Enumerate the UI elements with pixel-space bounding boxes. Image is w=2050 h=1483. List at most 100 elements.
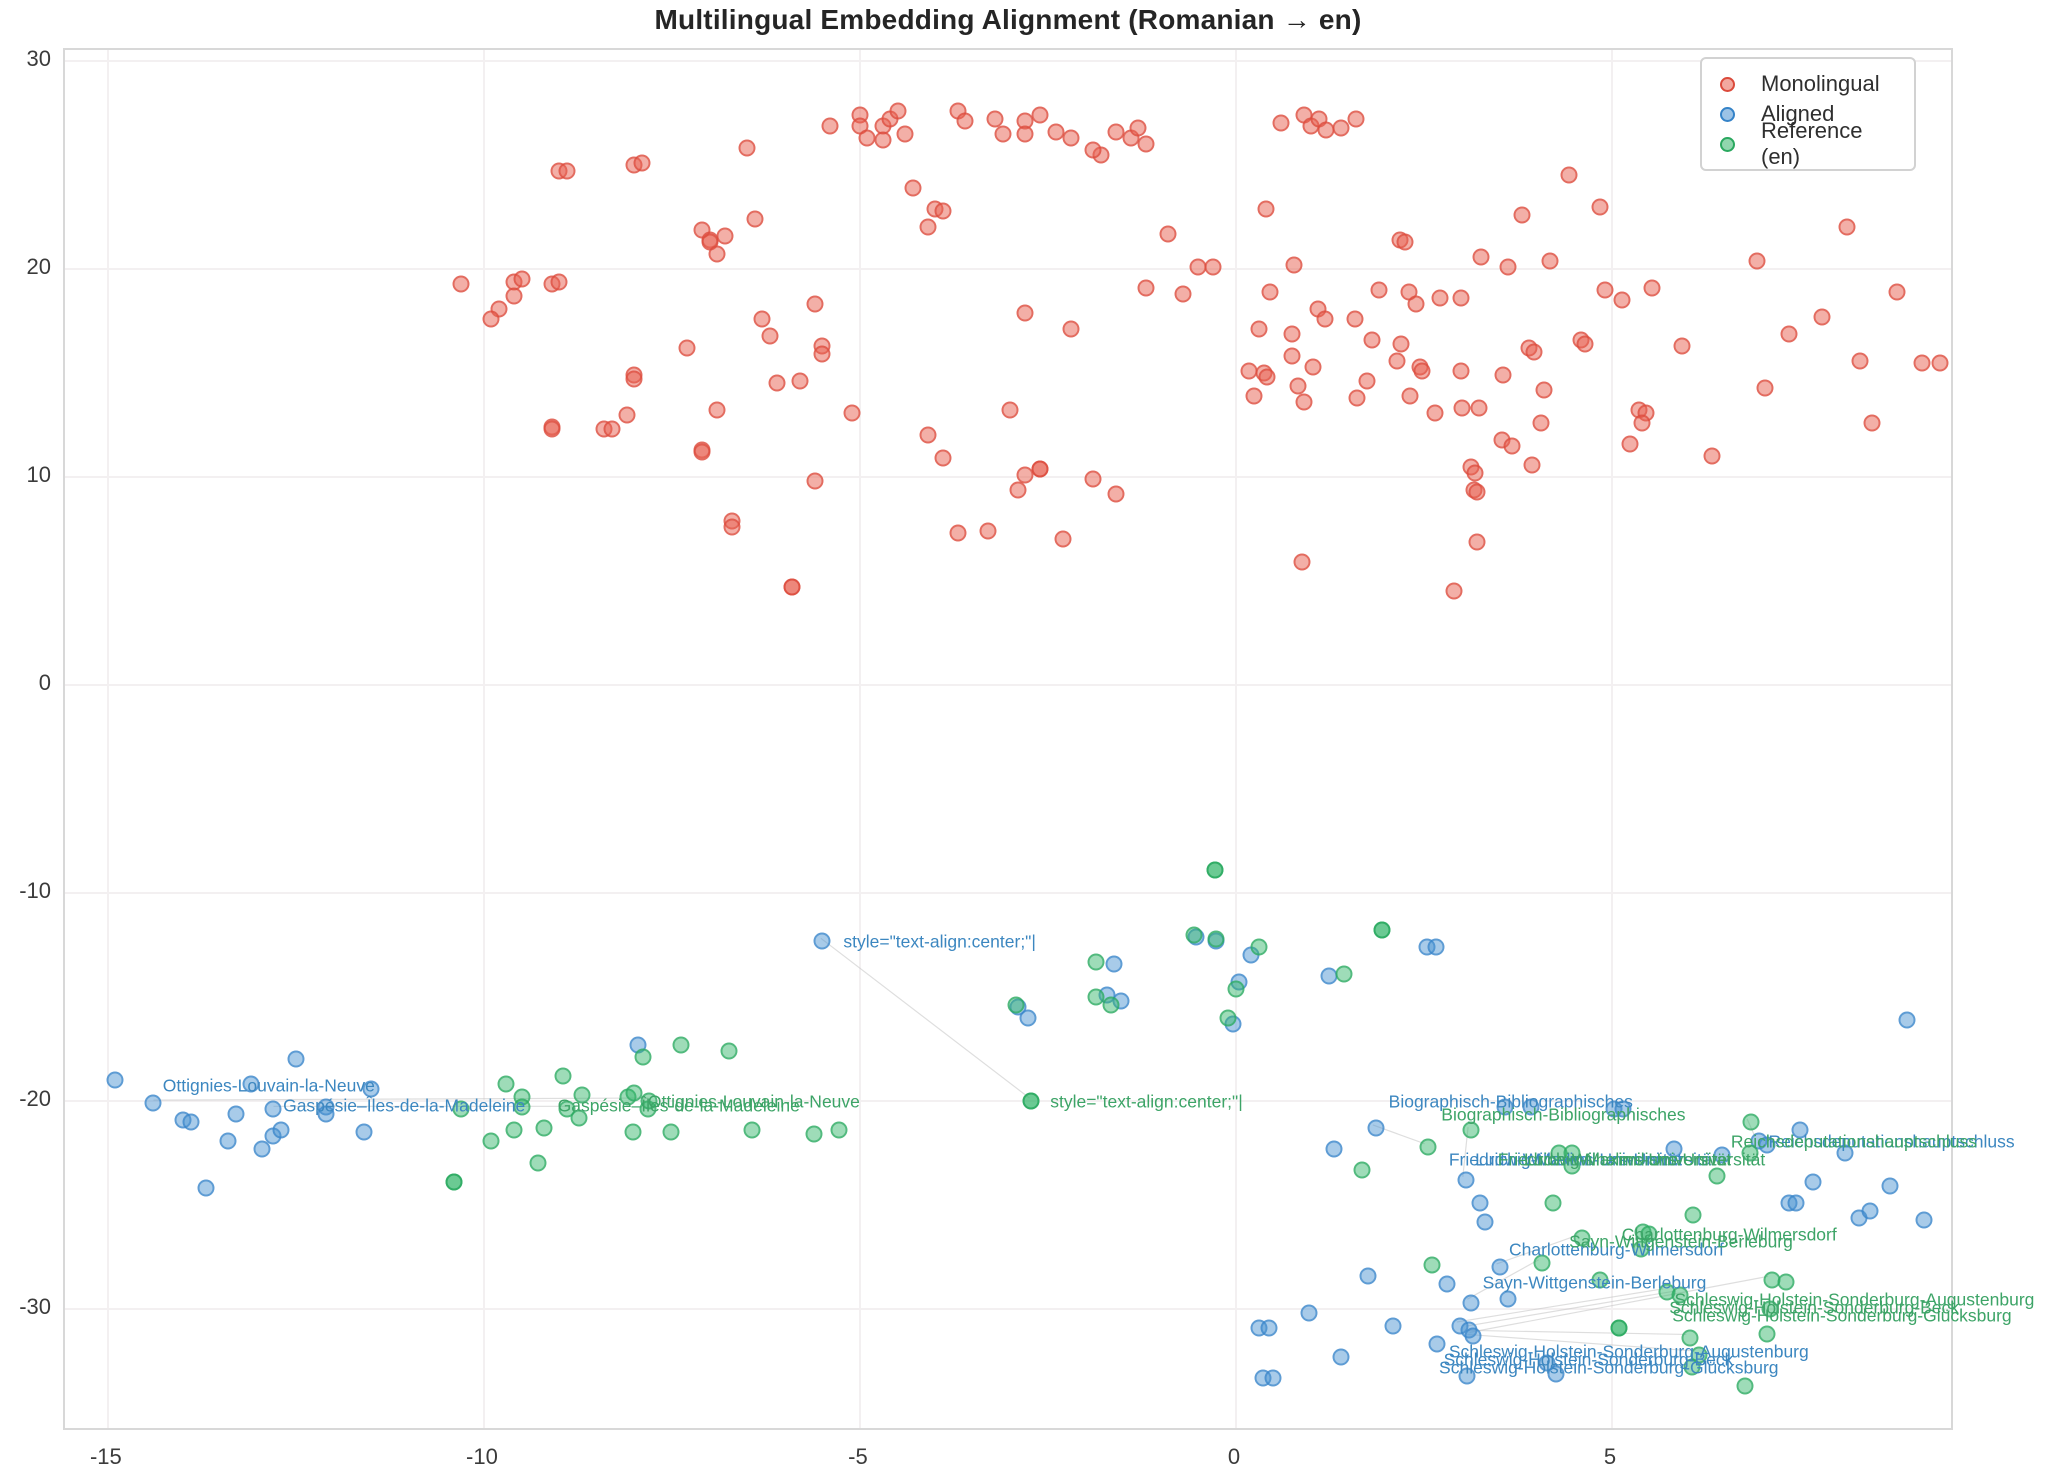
data-point-refr: [1102, 996, 1120, 1014]
data-point-alig: [1384, 1317, 1402, 1335]
data-point-mono: [1913, 354, 1931, 372]
data-point-mono: [1452, 362, 1470, 380]
point-annotation: Charlottenburg-Wilmersdorf: [1621, 1224, 1837, 1245]
data-point-mono: [1621, 435, 1639, 453]
data-point-alig: [1758, 1136, 1776, 1154]
point-annotation: Friedrich-Wilhelms-Universität: [1448, 1149, 1683, 1170]
data-point-refr: [554, 1067, 572, 1085]
data-point-mono: [1532, 414, 1550, 432]
data-point-alig: [1898, 1011, 1916, 1029]
data-point-refr: [1022, 1092, 1040, 1110]
point-annotation: Sayn-Wittgenstein-Berleburg: [1482, 1272, 1707, 1293]
data-point-mono: [603, 420, 621, 438]
data-point-alig: [1457, 1171, 1475, 1189]
data-point-mono: [1285, 256, 1303, 274]
data-point-mono: [1525, 343, 1543, 361]
data-point-alig: [1019, 1009, 1037, 1027]
data-point-mono: [1107, 485, 1125, 503]
data-point-refr: [625, 1084, 643, 1102]
data-point-mono: [482, 310, 500, 328]
data-point-mono: [1272, 114, 1290, 132]
data-point-mono: [1137, 279, 1155, 297]
data-point-mono: [708, 245, 726, 263]
data-point-mono: [693, 443, 711, 461]
point-annotation: style="text-align:center;"|: [843, 931, 1036, 952]
legend-entry: Monolingual: [1720, 69, 1900, 99]
data-point-refr: [1419, 1138, 1437, 1156]
data-point-refr: [1423, 1256, 1441, 1274]
data-point-alig: [182, 1113, 200, 1131]
data-point-refr: [743, 1121, 761, 1139]
data-point-mono: [1633, 414, 1651, 432]
data-point-mono: [1295, 393, 1313, 411]
data-point-refr: [1591, 1271, 1609, 1289]
data-point-alig: [1665, 1140, 1683, 1158]
data-point-mono: [949, 524, 967, 542]
data-point-mono: [1031, 460, 1049, 478]
point-annotation: Ottignies-Louvain-la-Neuve: [162, 1074, 375, 1095]
data-point-refr: [634, 1048, 652, 1066]
point-annotation: Schleswig-Holstein-Sonderburg-Augustenbu…: [1448, 1341, 1809, 1362]
data-point-refr: [570, 1109, 588, 1127]
gridline: [482, 50, 485, 1428]
data-point-mono: [1596, 281, 1614, 299]
data-point-refr: [1736, 1377, 1754, 1395]
legend-marker-icon: [1720, 76, 1735, 92]
data-point-mono: [1560, 166, 1578, 184]
data-point-mono: [994, 125, 1012, 143]
point-annotation: Schleswig-Holstein-Sonderburg-Beck: [1443, 1349, 1734, 1370]
data-point-mono: [896, 125, 914, 143]
data-point-mono: [1250, 320, 1268, 338]
data-point-refr: [720, 1042, 738, 1060]
data-point-mono: [1863, 414, 1881, 432]
y-tick-label: 0: [38, 670, 51, 696]
data-point-mono: [1838, 218, 1856, 236]
legend-entry: Aligned: [1720, 99, 1900, 129]
gridline: [65, 1308, 1951, 1311]
point-annotation: Reichsdeputationshauptschluss: [1768, 1131, 2015, 1152]
data-point-refr: [1207, 930, 1225, 948]
data-point-alig: [362, 1080, 380, 1098]
point-annotation: Ottignies-Louvain-la-Neuve: [647, 1091, 860, 1112]
data-point-mono: [806, 295, 824, 313]
data-point-mono: [452, 275, 470, 293]
point-annotation: Sayn-Wittgenstein-Berleburg: [1569, 1230, 1793, 1251]
data-point-refr: [573, 1086, 591, 1104]
gridline: [858, 50, 861, 1428]
data-point-mono: [904, 179, 922, 197]
data-point-mono: [1137, 135, 1155, 153]
chart-title: Multilingual Embedding Alignment (Romani…: [654, 4, 1362, 35]
data-point-alig: [1300, 1304, 1318, 1322]
data-point-refr: [1335, 965, 1353, 983]
point-annotation: style="text-align:center;"|: [1050, 1091, 1243, 1112]
data-point-mono: [1283, 325, 1301, 342]
legend-label: Aligned: [1761, 101, 1835, 126]
data-point-mono: [1756, 379, 1774, 397]
data-point-mono: [708, 401, 726, 419]
data-point-mono: [1257, 200, 1275, 218]
data-point-mono: [753, 310, 771, 328]
data-point-refr: [1563, 1157, 1581, 1175]
data-point-mono: [1347, 110, 1365, 128]
data-point-alig: [197, 1179, 215, 1197]
x-tick-label: 0: [1227, 1444, 1241, 1469]
data-point-mono: [678, 339, 696, 357]
gridline: [106, 50, 109, 1428]
data-point-mono: [1643, 279, 1661, 297]
data-point-alig: [1105, 955, 1123, 973]
data-point-mono: [1673, 337, 1691, 355]
data-point-alig: [1547, 1365, 1565, 1383]
data-point-mono: [1370, 281, 1388, 299]
data-point-refr: [1206, 861, 1224, 879]
data-point-alig: [1499, 1290, 1516, 1308]
data-point-mono: [1470, 399, 1488, 417]
data-point-alig: [1438, 1275, 1456, 1293]
data-point-refr: [497, 1075, 515, 1093]
data-point-mono: [1499, 258, 1517, 276]
data-point-refr: [1681, 1329, 1699, 1347]
data-point-mono: [1358, 372, 1376, 390]
data-point-alig: [1496, 1098, 1514, 1116]
data-point-mono: [1062, 320, 1080, 338]
data-point-refr: [482, 1132, 500, 1150]
